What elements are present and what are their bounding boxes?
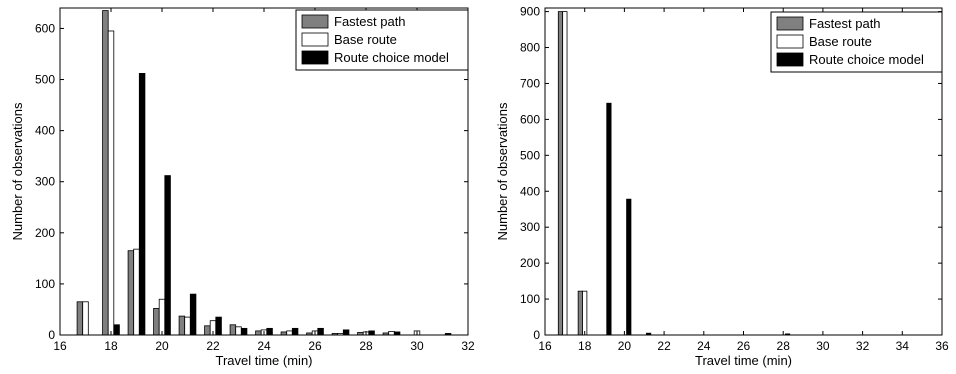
legend-label: Route choice model xyxy=(809,52,924,67)
y-tick-label: 200 xyxy=(520,256,540,270)
legend-swatch xyxy=(301,32,329,47)
x-tick-label: 26 xyxy=(308,339,322,353)
bar-fastest-path xyxy=(76,301,84,336)
x-axis-label: Travel time (min) xyxy=(695,353,792,368)
y-tick-label: 100 xyxy=(35,277,55,291)
x-tick-label: 28 xyxy=(777,339,791,353)
y-tick-label: 100 xyxy=(520,292,540,306)
x-tick-label: 30 xyxy=(410,339,424,353)
x-tick-label: 32 xyxy=(856,339,870,353)
legend-swatch xyxy=(301,50,329,65)
x-tick-label: 16 xyxy=(53,339,67,353)
x-tick-label: 28 xyxy=(359,339,373,353)
y-tick-label: 600 xyxy=(35,21,55,35)
bar-route-choice-model xyxy=(138,73,146,336)
bar-base-route xyxy=(582,290,588,336)
x-tick-label: 16 xyxy=(538,339,552,353)
bar-fastest-path xyxy=(178,315,186,336)
legend-label: Fastest path xyxy=(809,16,881,31)
x-tick-label: 20 xyxy=(618,339,632,353)
bar-route-choice-model xyxy=(606,102,612,336)
bar-fastest-path xyxy=(153,308,160,336)
y-tick-label: 300 xyxy=(35,175,55,189)
bar-route-choice-model xyxy=(113,324,120,336)
bar-fastest-path xyxy=(557,11,564,336)
x-tick-label: 36 xyxy=(935,339,949,353)
y-tick-label: 500 xyxy=(520,148,540,162)
bar-fastest-path xyxy=(102,10,109,336)
bar-base-route xyxy=(235,326,242,336)
bar-route-choice-model xyxy=(291,327,299,336)
chart-2: 16 18 20 22 24 26 28 30 32 34 36 0 100 200 300 400 500 60… xyxy=(495,5,949,368)
x-tick-label: 20 xyxy=(155,339,169,353)
chart-1: 16 18 20 22 24 26 28 30 32 0 100 200 300 400 500 600 Tra… xyxy=(10,7,475,368)
y-tick-label: 600 xyxy=(520,112,540,126)
y-tick-label: 0 xyxy=(48,328,55,342)
bar-base-route xyxy=(158,298,166,336)
bar-fastest-path xyxy=(255,330,262,336)
bar-base-route xyxy=(286,330,293,336)
y-tick-label: 500 xyxy=(35,73,55,87)
y-tick-label: 300 xyxy=(520,220,540,234)
x-tick-label: 32 xyxy=(461,339,475,353)
bar-base-route xyxy=(184,316,191,336)
x-tick-label: 18 xyxy=(104,339,118,353)
bar-route-choice-model xyxy=(215,316,222,336)
legend-label: Route choice model xyxy=(334,50,449,65)
y-tick-label: 700 xyxy=(520,76,540,90)
bar-fastest-path xyxy=(127,250,135,336)
legend-swatch xyxy=(301,14,329,29)
x-tick-label: 24 xyxy=(257,339,271,353)
bar-route-choice-model xyxy=(189,293,197,336)
legend: Fastest path Base route Route choice model xyxy=(770,11,943,73)
bar-route-choice-model xyxy=(164,175,171,336)
bar-route-choice-model xyxy=(266,327,273,336)
x-tick-label: 18 xyxy=(578,339,592,353)
bar-fastest-path xyxy=(229,324,237,336)
y-tick-label: 400 xyxy=(35,124,55,138)
bar-route-choice-model xyxy=(368,330,375,336)
bar-fastest-path xyxy=(577,290,583,336)
x-tick-label: 30 xyxy=(816,339,830,353)
y-axis-label: Number of observations xyxy=(495,102,510,241)
bar-base-route xyxy=(133,248,140,336)
bar-route-choice-model xyxy=(626,198,632,336)
legend: Fastest path Base route Route choice model xyxy=(295,9,469,71)
x-tick-label: 22 xyxy=(657,339,671,353)
legend-label: Fastest path xyxy=(334,14,406,29)
x-axis-label: Travel time (min) xyxy=(215,353,312,368)
legend-swatch xyxy=(776,34,804,49)
legend-label: Base route xyxy=(334,32,397,47)
bar-base-route xyxy=(82,301,89,336)
x-tick-label: 22 xyxy=(206,339,220,353)
bar-base-route xyxy=(107,30,115,336)
y-tick-label: 400 xyxy=(520,184,540,198)
y-tick-label: 200 xyxy=(35,226,55,240)
legend-swatch xyxy=(776,16,804,31)
x-tick-label: 24 xyxy=(697,339,711,353)
legend-label: Base route xyxy=(809,34,872,49)
bar-fastest-path xyxy=(204,325,211,336)
bar-base-route xyxy=(562,11,568,336)
y-tick-label: 800 xyxy=(520,41,540,55)
bar-route-choice-model xyxy=(317,327,324,336)
y-tick-label: 900 xyxy=(520,5,540,19)
bar-route-choice-model xyxy=(240,327,248,336)
bar-base-route xyxy=(388,331,395,336)
bar-route-choice-model xyxy=(342,329,350,336)
x-tick-label: 26 xyxy=(737,339,751,353)
y-tick-label: 0 xyxy=(533,328,540,342)
y-axis-label: Number of observations xyxy=(10,102,25,241)
x-tick-label: 34 xyxy=(896,339,910,353)
legend-swatch xyxy=(776,52,804,67)
